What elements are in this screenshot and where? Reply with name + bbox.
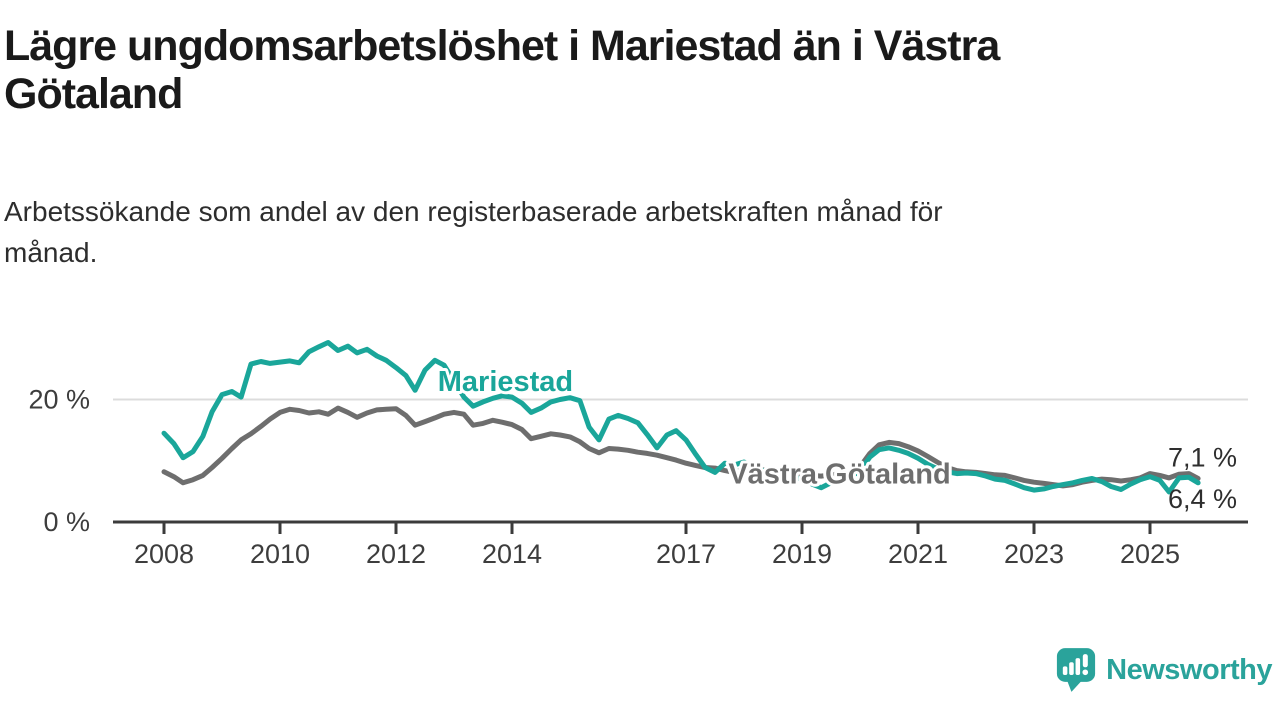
series-label-mariestad: Mariestad — [438, 366, 573, 398]
newsworthy-speech-bubble-bar-chart-icon — [1057, 648, 1096, 692]
page-title: Lägre ungdomsarbetslöshet i Mariestad än… — [4, 22, 1000, 119]
x-tick-label-2014: 2014 — [482, 539, 542, 569]
x-tick-label-2010: 2010 — [250, 539, 310, 569]
x-tick-label-2019: 2019 — [772, 539, 832, 569]
x-tick-label-2008: 2008 — [134, 539, 194, 569]
x-tick-label-2021: 2021 — [888, 539, 948, 569]
series-line-v-stra-g-taland — [161, 405, 1201, 489]
series-label-vastra-gotaland: Västra Götaland — [728, 458, 950, 490]
newsworthy-wordmark: Newsworthy — [1106, 653, 1272, 686]
x-tick-label-2023: 2023 — [1004, 539, 1064, 569]
x-tick-label-2017: 2017 — [656, 539, 716, 569]
chart-subtitle: Arbetssökande som andel av den registerb… — [4, 196, 943, 268]
newsworthy-logo: Newsworthy — [1056, 646, 1272, 694]
x-tick-label-2012: 2012 — [366, 539, 426, 569]
series-line-mariestad — [161, 340, 1201, 495]
y-tick-label-20: 20 % — [28, 385, 90, 415]
end-value-label-vastra-gotaland: 7,1 % — [1168, 442, 1237, 472]
x-tick-label-2025: 2025 — [1120, 539, 1180, 569]
y-tick-label-0: 0 % — [43, 507, 90, 537]
end-value-label-mariestad: 6,4 % — [1168, 484, 1237, 514]
